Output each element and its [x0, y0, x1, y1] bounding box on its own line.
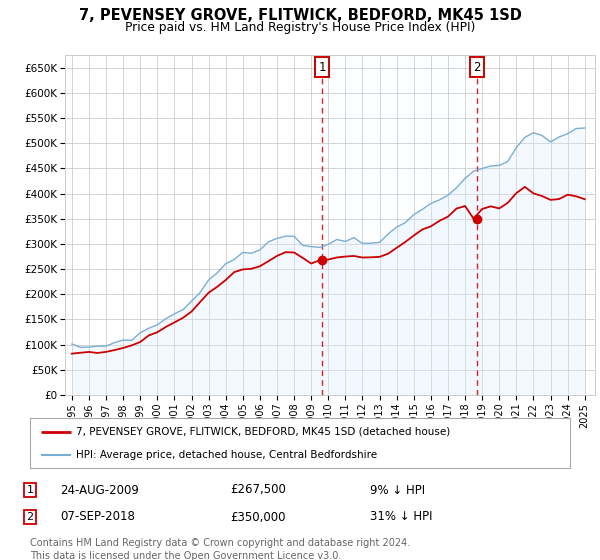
Text: This data is licensed under the Open Government Licence v3.0.: This data is licensed under the Open Gov…: [30, 551, 341, 560]
Bar: [322, 55, 476, 395]
Text: £350,000: £350,000: [230, 511, 286, 524]
Text: 24-AUG-2009: 24-AUG-2009: [60, 483, 139, 497]
Text: 9% ↓ HPI: 9% ↓ HPI: [370, 483, 425, 497]
Text: Price paid vs. HM Land Registry's House Price Index (HPI): Price paid vs. HM Land Registry's House …: [125, 21, 475, 34]
Text: Contains HM Land Registry data © Crown copyright and database right 2024.: Contains HM Land Registry data © Crown c…: [30, 538, 410, 548]
Text: 2: 2: [473, 60, 481, 73]
Text: 1: 1: [319, 60, 326, 73]
Text: 7, PEVENSEY GROVE, FLITWICK, BEDFORD, MK45 1SD (detached house): 7, PEVENSEY GROVE, FLITWICK, BEDFORD, MK…: [76, 427, 450, 437]
Text: HPI: Average price, detached house, Central Bedfordshire: HPI: Average price, detached house, Cent…: [76, 450, 377, 460]
Text: 1: 1: [26, 485, 34, 495]
Text: £267,500: £267,500: [230, 483, 286, 497]
Text: 2: 2: [26, 512, 34, 522]
Text: 07-SEP-2018: 07-SEP-2018: [60, 511, 135, 524]
Text: 7, PEVENSEY GROVE, FLITWICK, BEDFORD, MK45 1SD: 7, PEVENSEY GROVE, FLITWICK, BEDFORD, MK…: [79, 8, 521, 24]
Text: 31% ↓ HPI: 31% ↓ HPI: [370, 511, 433, 524]
